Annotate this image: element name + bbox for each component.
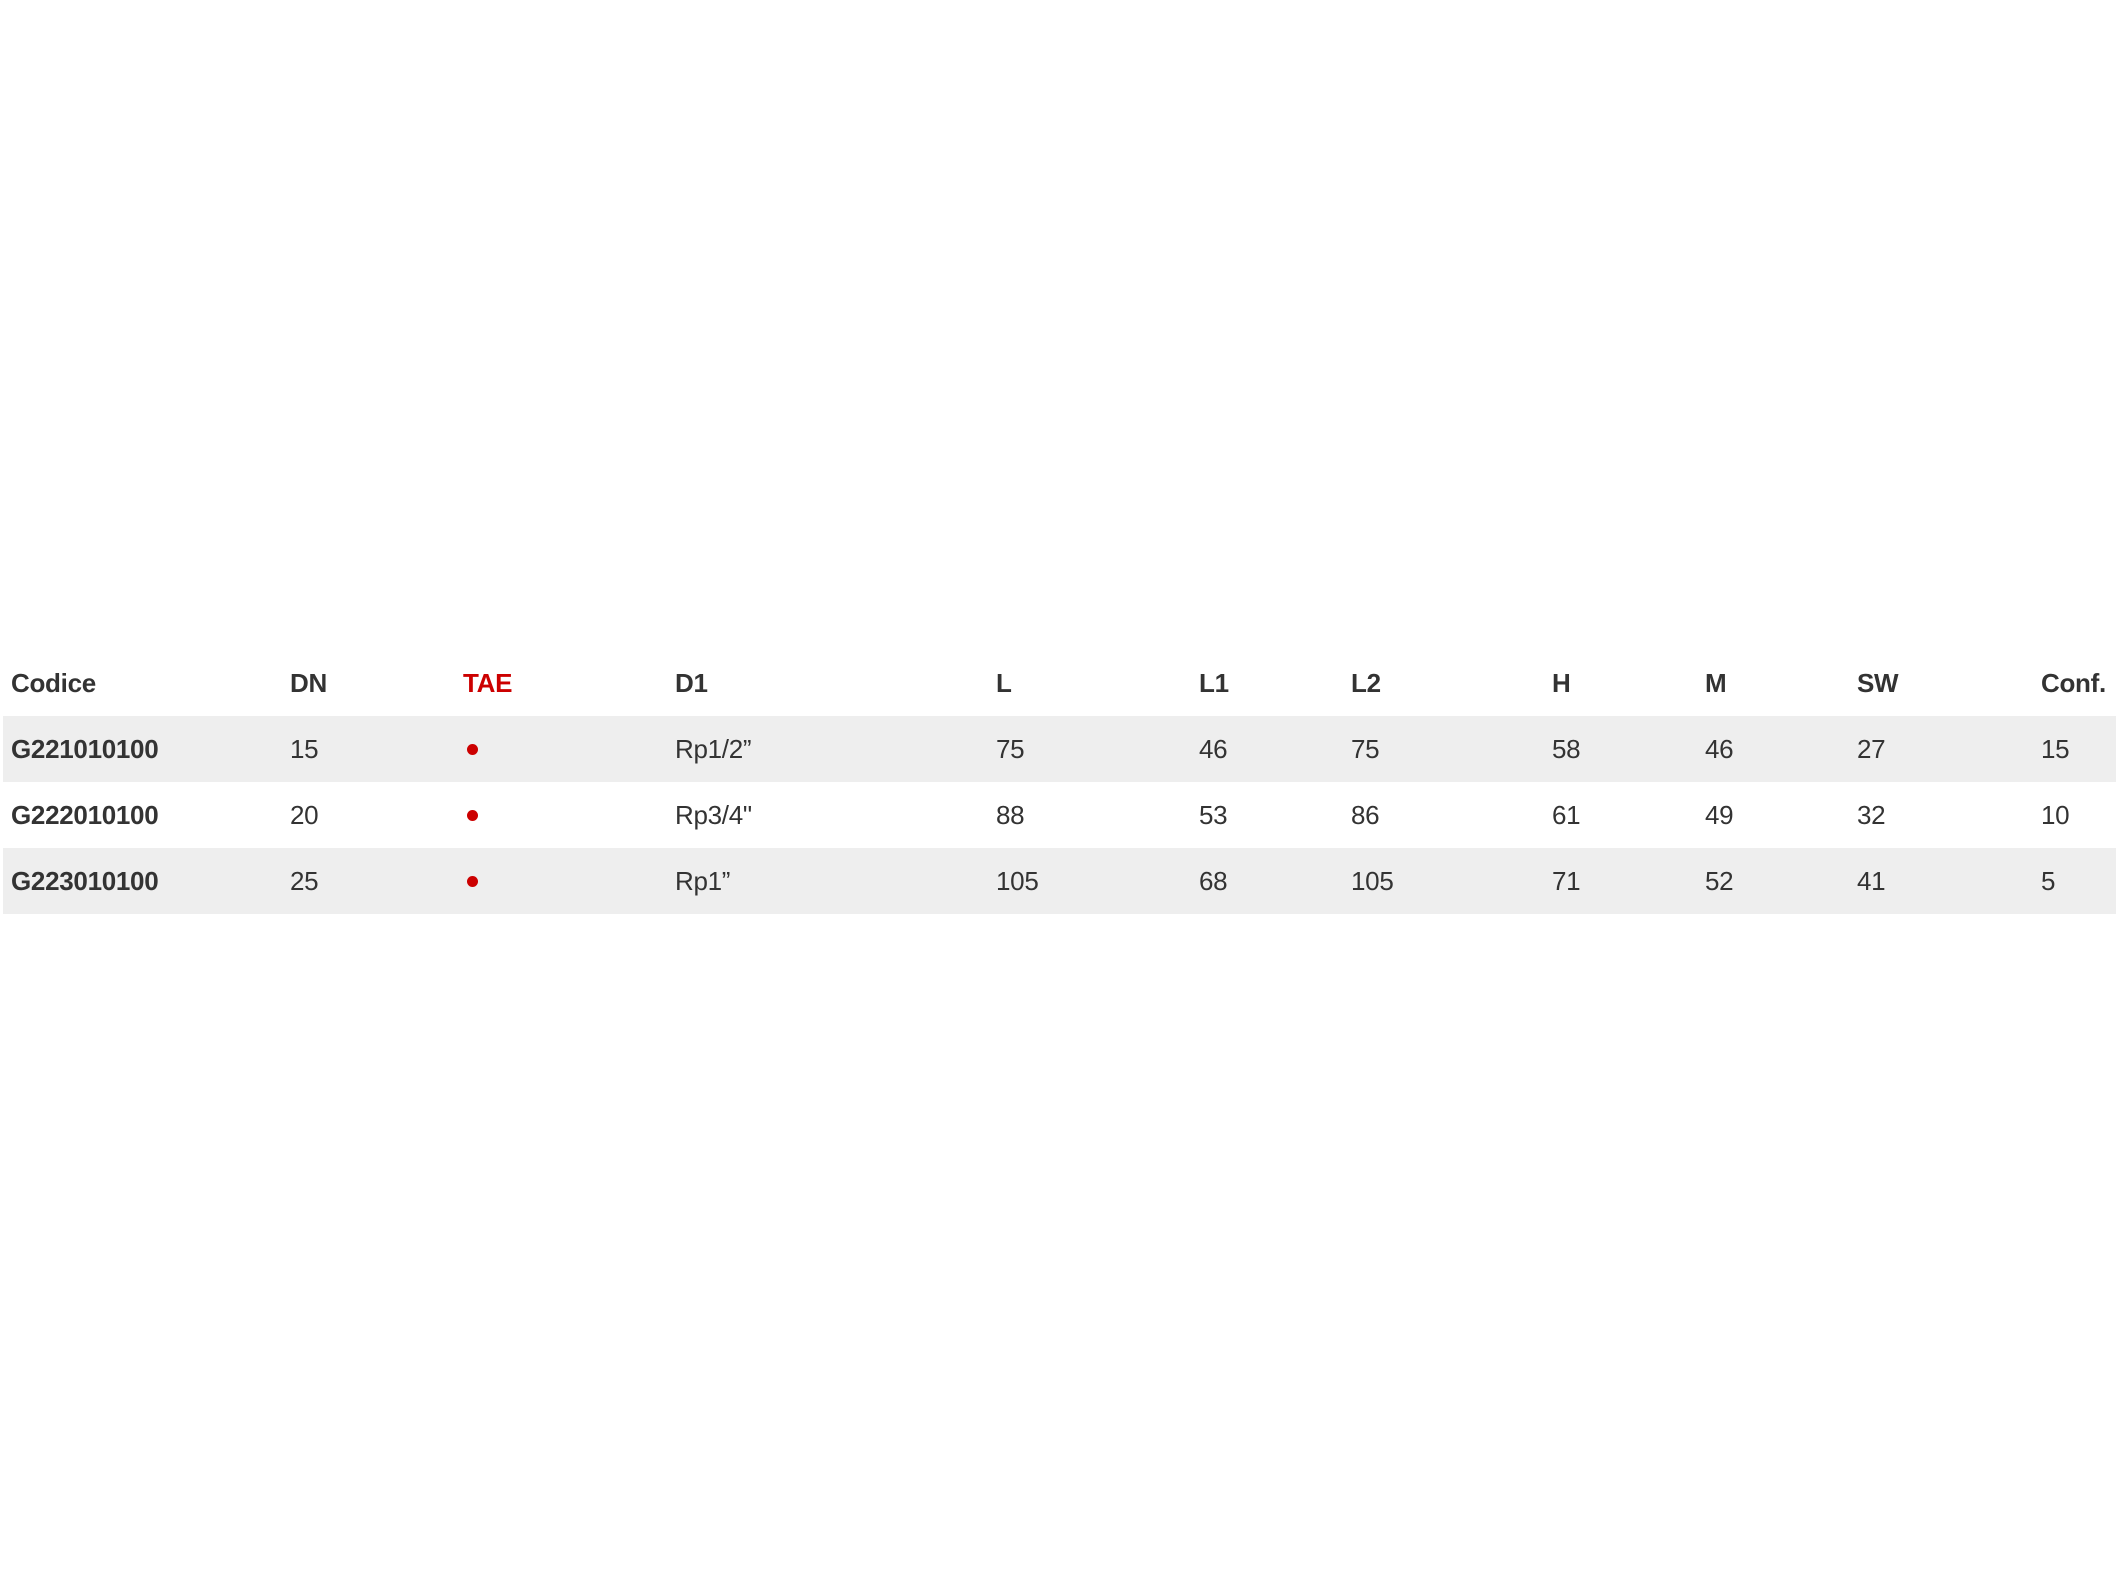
cell-dn: 20	[290, 799, 319, 830]
cell-tae	[463, 848, 478, 914]
cell-dn: 25	[290, 865, 319, 896]
header-codice: Codice	[11, 667, 96, 698]
cell-l: 75	[996, 733, 1025, 764]
cell-sw: 41	[1857, 865, 1886, 896]
cell-l2: 105	[1351, 865, 1394, 896]
tae-dot-icon	[467, 875, 478, 887]
table-header: Codice DN TAE D1 L L1 L2 H M SW Conf.	[3, 650, 2116, 716]
header-l1: L1	[1199, 667, 1229, 698]
header-conf: Conf.	[2041, 667, 2106, 698]
header-m: M	[1705, 667, 1727, 698]
cell-tae	[463, 716, 478, 782]
cell-l2: 86	[1351, 799, 1380, 830]
cell-tae	[463, 782, 478, 848]
cell-h: 71	[1552, 865, 1581, 896]
table-row: G221010100 15 Rp1/2” 75 46 75 58 46 27 1…	[3, 716, 2116, 782]
header-d1: D1	[675, 667, 708, 698]
cell-dn: 15	[290, 733, 319, 764]
header-l: L	[996, 667, 1012, 698]
cell-l: 88	[996, 799, 1025, 830]
cell-h: 61	[1552, 799, 1581, 830]
header-sw: SW	[1857, 667, 1899, 698]
cell-l1: 46	[1199, 733, 1228, 764]
cell-codice: G223010100	[11, 865, 159, 896]
header-h: H	[1552, 667, 1571, 698]
cell-d1: Rp1”	[675, 865, 731, 896]
table-row: G223010100 25 Rp1” 105 68 105 71 52 41 5	[3, 848, 2116, 914]
cell-l1: 68	[1199, 865, 1228, 896]
cell-l1: 53	[1199, 799, 1228, 830]
cell-m: 46	[1705, 733, 1734, 764]
cell-h: 58	[1552, 733, 1581, 764]
product-table: Codice DN TAE D1 L L1 L2 H M SW Conf. G2…	[3, 650, 2116, 914]
table-row: G222010100 20 Rp3/4" 88 53 86 61 49 32 1…	[3, 782, 2116, 848]
header-l2: L2	[1351, 667, 1381, 698]
header-tae: TAE	[463, 667, 513, 698]
cell-sw: 27	[1857, 733, 1886, 764]
cell-m: 49	[1705, 799, 1734, 830]
cell-conf: 5	[2041, 865, 2056, 896]
cell-l2: 75	[1351, 733, 1380, 764]
cell-d1: Rp1/2”	[675, 733, 752, 764]
cell-codice: G221010100	[11, 733, 159, 764]
cell-conf: 15	[2041, 733, 2070, 764]
cell-d1: Rp3/4"	[675, 799, 752, 830]
cell-m: 52	[1705, 865, 1734, 896]
cell-codice: G222010100	[11, 799, 159, 830]
tae-dot-icon	[467, 743, 478, 755]
cell-l: 105	[996, 865, 1039, 896]
header-dn: DN	[290, 667, 327, 698]
tae-dot-icon	[467, 809, 478, 821]
cell-conf: 10	[2041, 799, 2070, 830]
cell-sw: 32	[1857, 799, 1886, 830]
